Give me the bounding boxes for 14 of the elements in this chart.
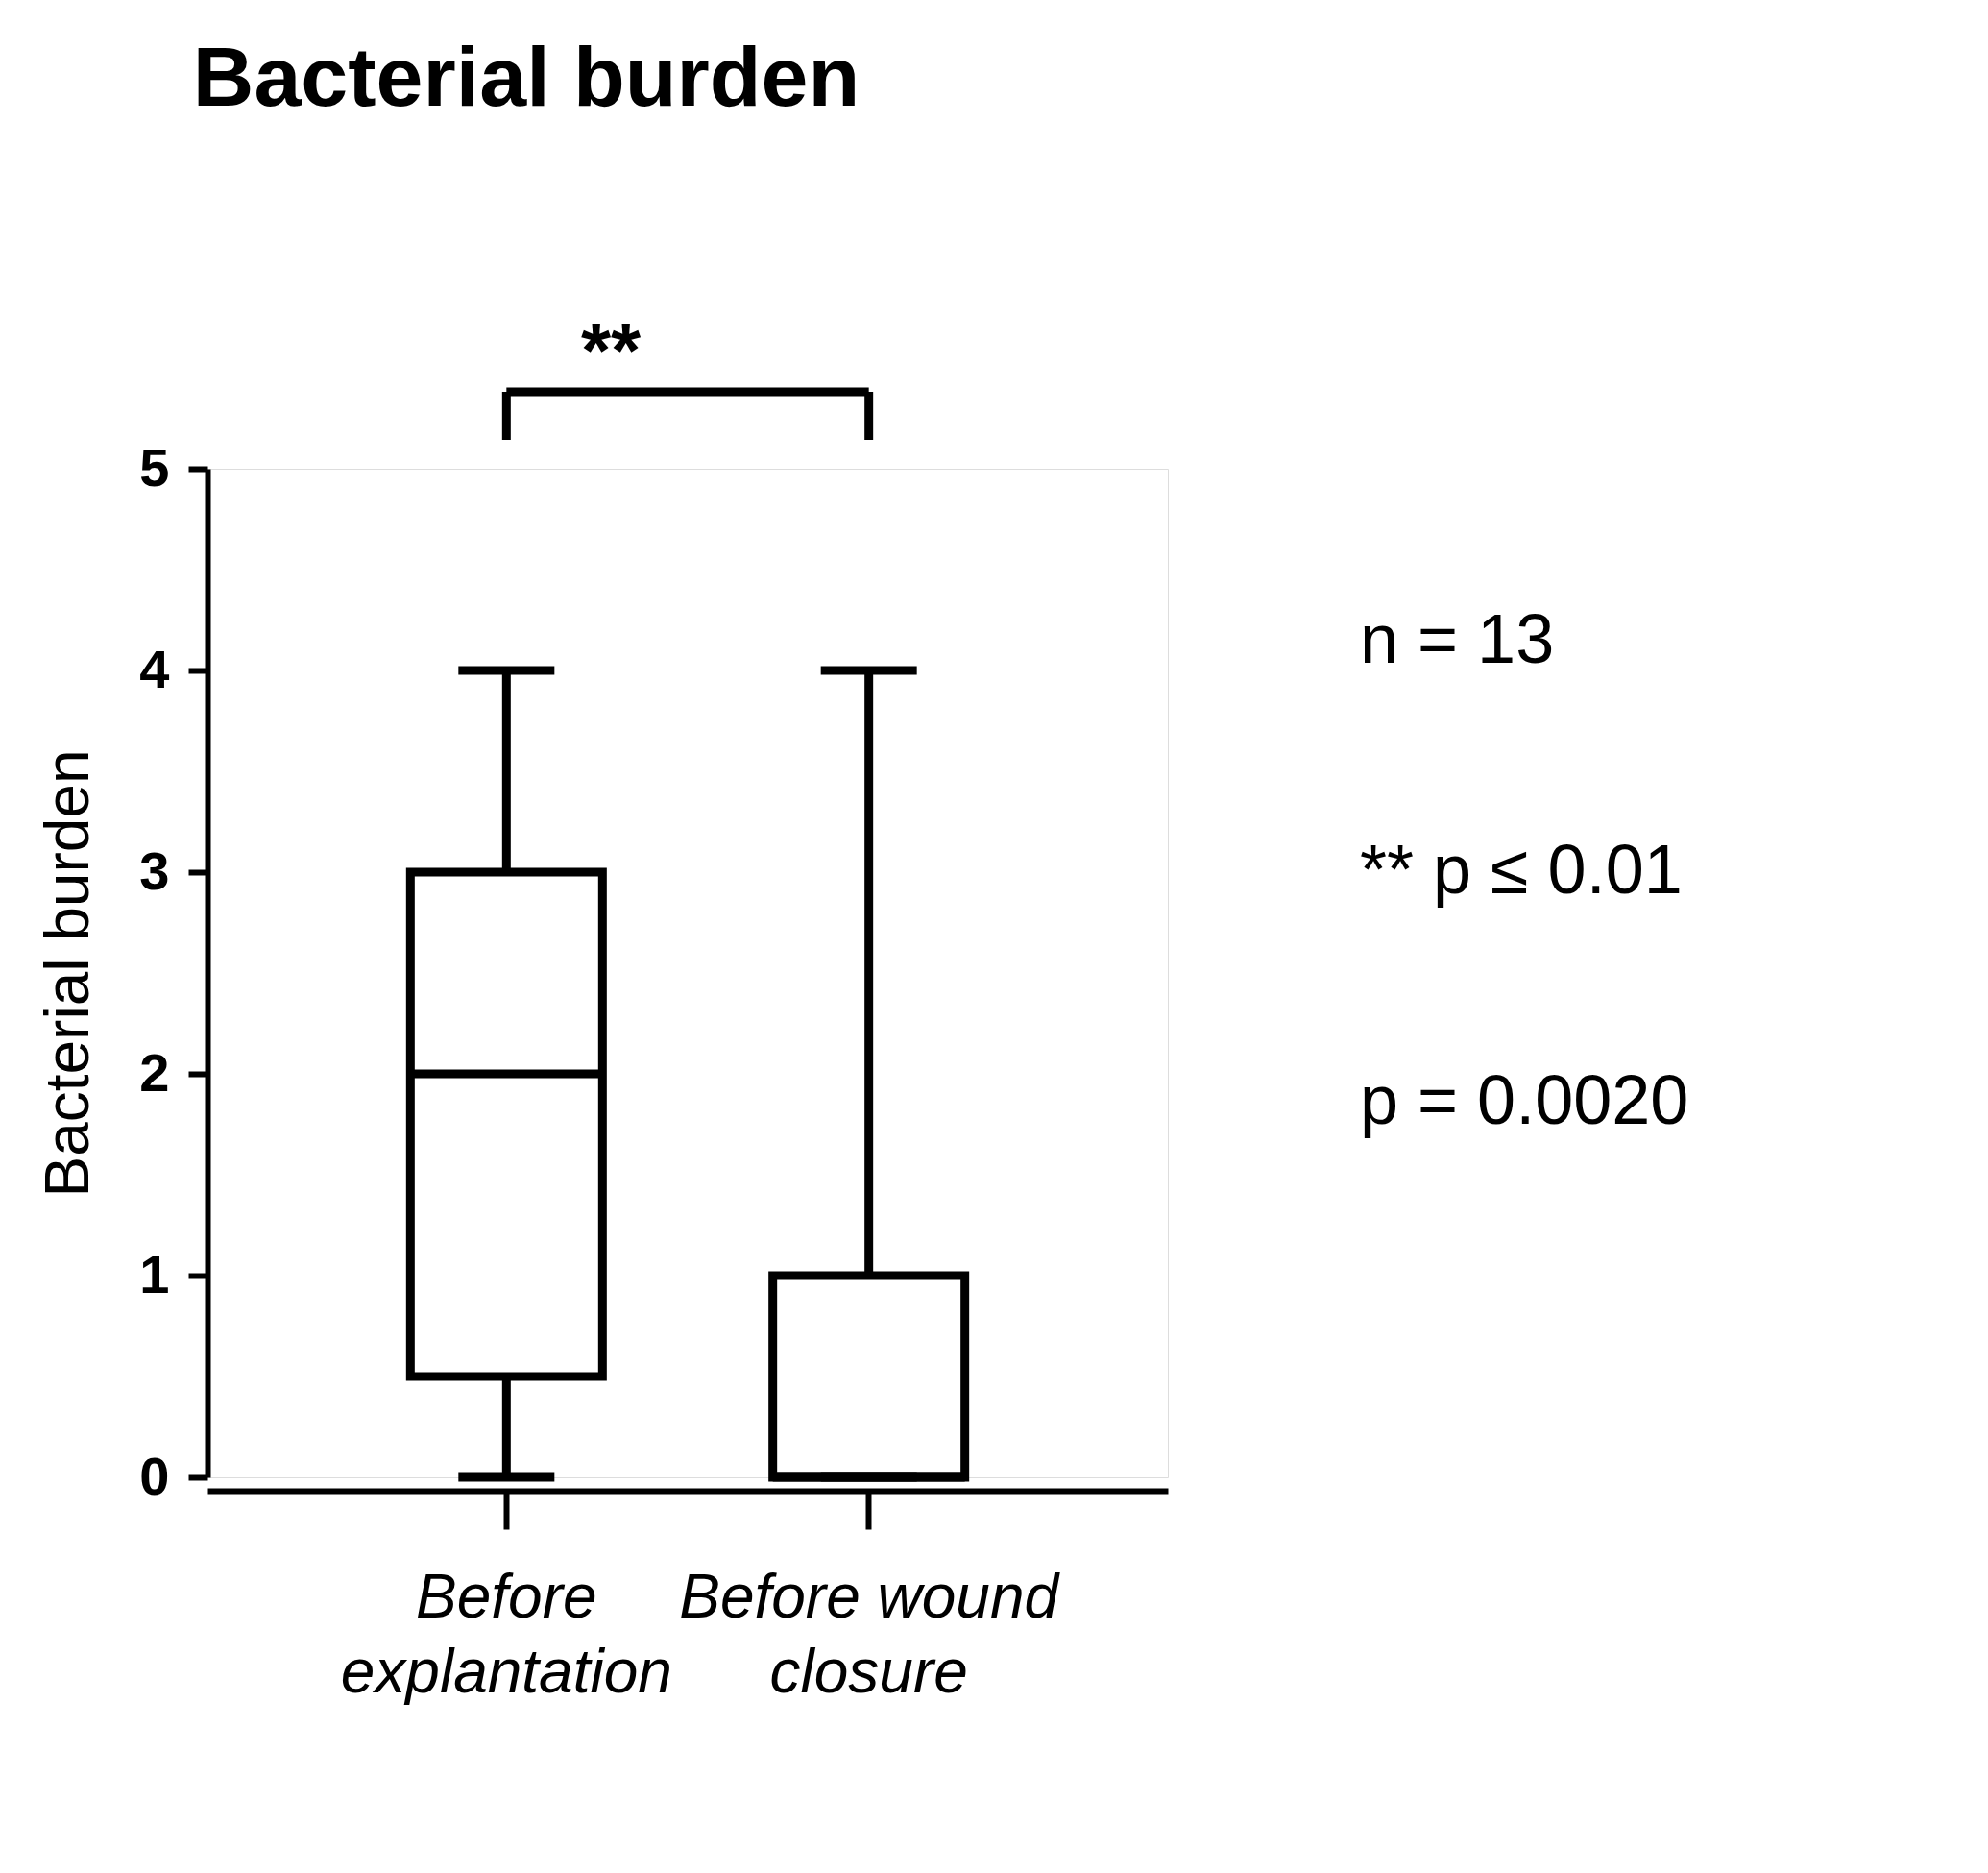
y-tick-label: 5 (139, 436, 170, 498)
text: n = 13 (1360, 600, 1555, 677)
y-tick-label: 2 (139, 1041, 170, 1103)
text: ** (580, 307, 642, 393)
y-tick-label: 0 (139, 1445, 170, 1506)
chart-title: Bacterial burden (192, 29, 861, 124)
text: ** p ≤ 0.01 (1360, 831, 1683, 908)
y-tick-label: 3 (139, 839, 170, 901)
y-tick-label: 4 (139, 638, 170, 699)
y-axis-title: Bacterial burden (33, 749, 103, 1198)
x-tick-label: Before wound closure (679, 1561, 1061, 1706)
x-tick-label: Before explantation (340, 1561, 672, 1706)
y-tick-label: 1 (139, 1243, 170, 1304)
text: p = 0.0020 (1360, 1061, 1689, 1138)
